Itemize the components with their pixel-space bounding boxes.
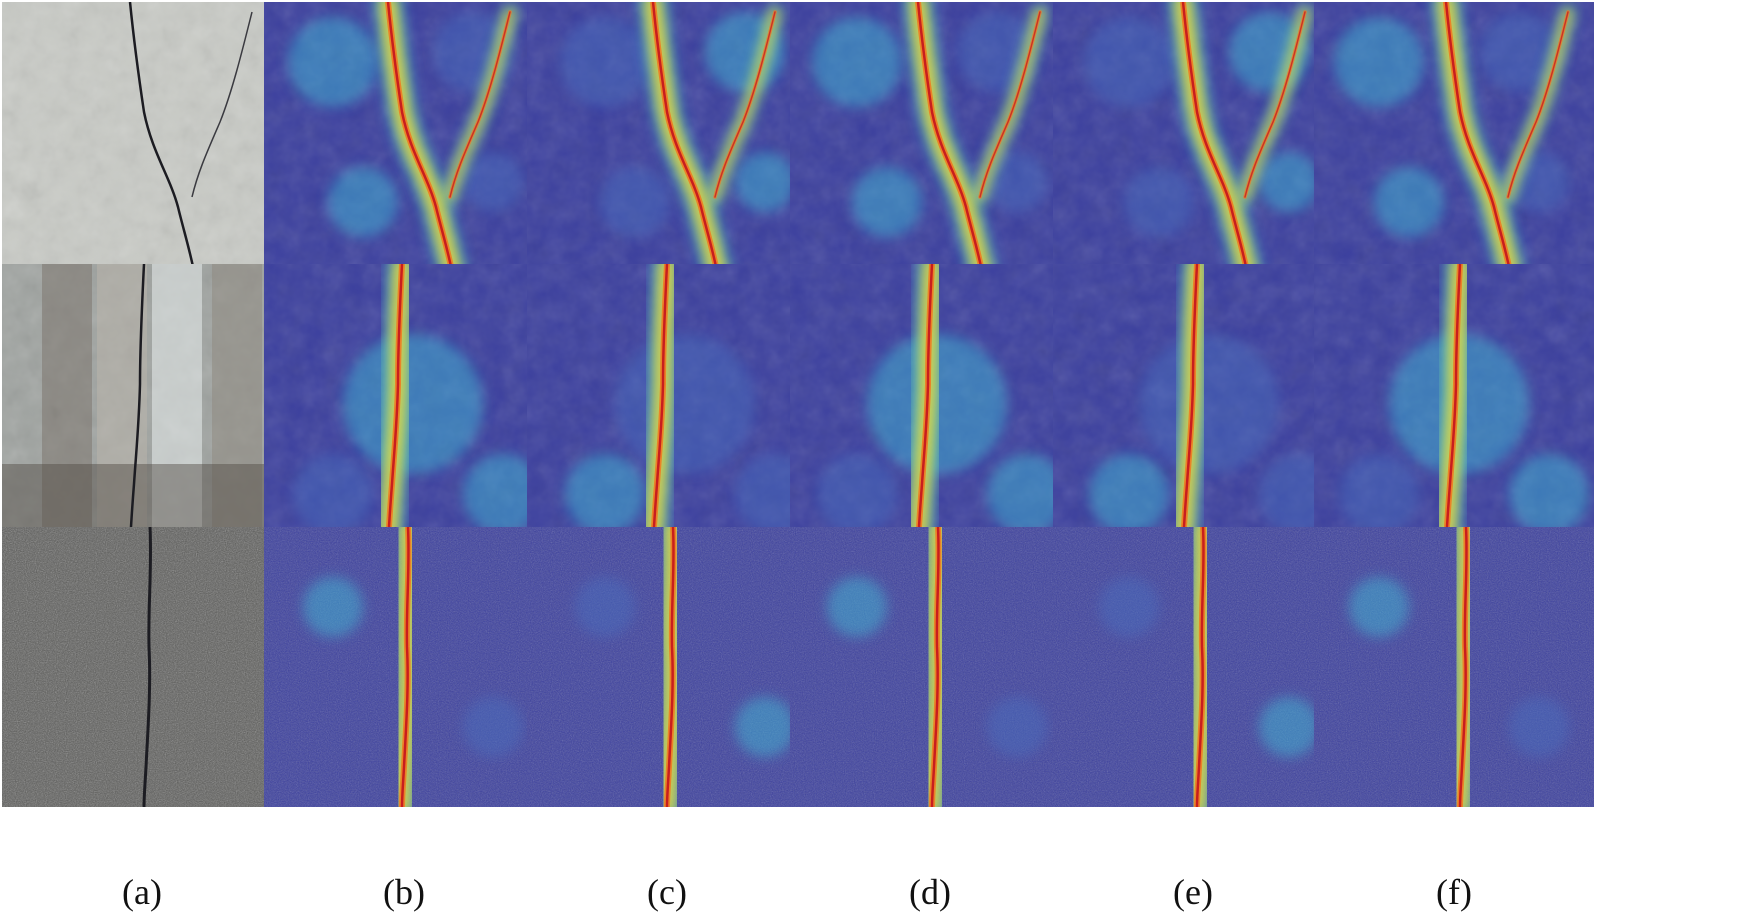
attention-heatmap xyxy=(790,2,1070,282)
photo-tile xyxy=(2,2,282,282)
heatmap-tile xyxy=(527,2,807,282)
attention-heatmap xyxy=(527,264,807,544)
column-caption: (e) xyxy=(1173,872,1213,912)
attention-heatmap xyxy=(1314,2,1594,282)
heatmap-tile xyxy=(790,2,1070,282)
crack-photo xyxy=(2,264,282,544)
heatmap-tile xyxy=(264,264,544,544)
column-caption: (c) xyxy=(647,872,687,912)
attention-heatmap xyxy=(1053,264,1333,544)
heatmap-tile xyxy=(264,527,544,807)
heatmap-tile xyxy=(1053,527,1333,807)
heatmap-tile xyxy=(264,2,544,282)
attention-heatmap xyxy=(527,2,807,282)
attention-heatmap xyxy=(527,527,807,807)
crack-photo xyxy=(2,2,282,282)
attention-heatmap xyxy=(264,527,544,807)
heatmap-tile xyxy=(1314,264,1594,544)
photo-tile xyxy=(2,264,282,544)
figure-grid xyxy=(2,2,1594,807)
heatmap-tile xyxy=(1314,2,1594,282)
heatmap-tile xyxy=(527,527,807,807)
attention-heatmap xyxy=(790,527,1070,807)
heatmap-tile xyxy=(1314,527,1594,807)
attention-heatmap xyxy=(1053,527,1333,807)
heatmap-tile xyxy=(1053,2,1333,282)
column-caption: (d) xyxy=(909,872,951,912)
heatmap-tile xyxy=(527,264,807,544)
heatmap-tile xyxy=(790,264,1070,544)
photo-tile xyxy=(2,527,282,807)
attention-heatmap xyxy=(1314,527,1594,807)
attention-heatmap xyxy=(264,2,544,282)
column-caption: (f) xyxy=(1436,872,1472,912)
attention-heatmap xyxy=(1053,2,1333,282)
attention-heatmap xyxy=(1314,264,1594,544)
heatmap-tile xyxy=(790,527,1070,807)
column-caption: (a) xyxy=(122,872,162,912)
crack-photo xyxy=(2,527,282,807)
column-caption: (b) xyxy=(383,872,425,912)
attention-heatmap xyxy=(790,264,1070,544)
heatmap-tile xyxy=(1053,264,1333,544)
attention-heatmap xyxy=(264,264,544,544)
